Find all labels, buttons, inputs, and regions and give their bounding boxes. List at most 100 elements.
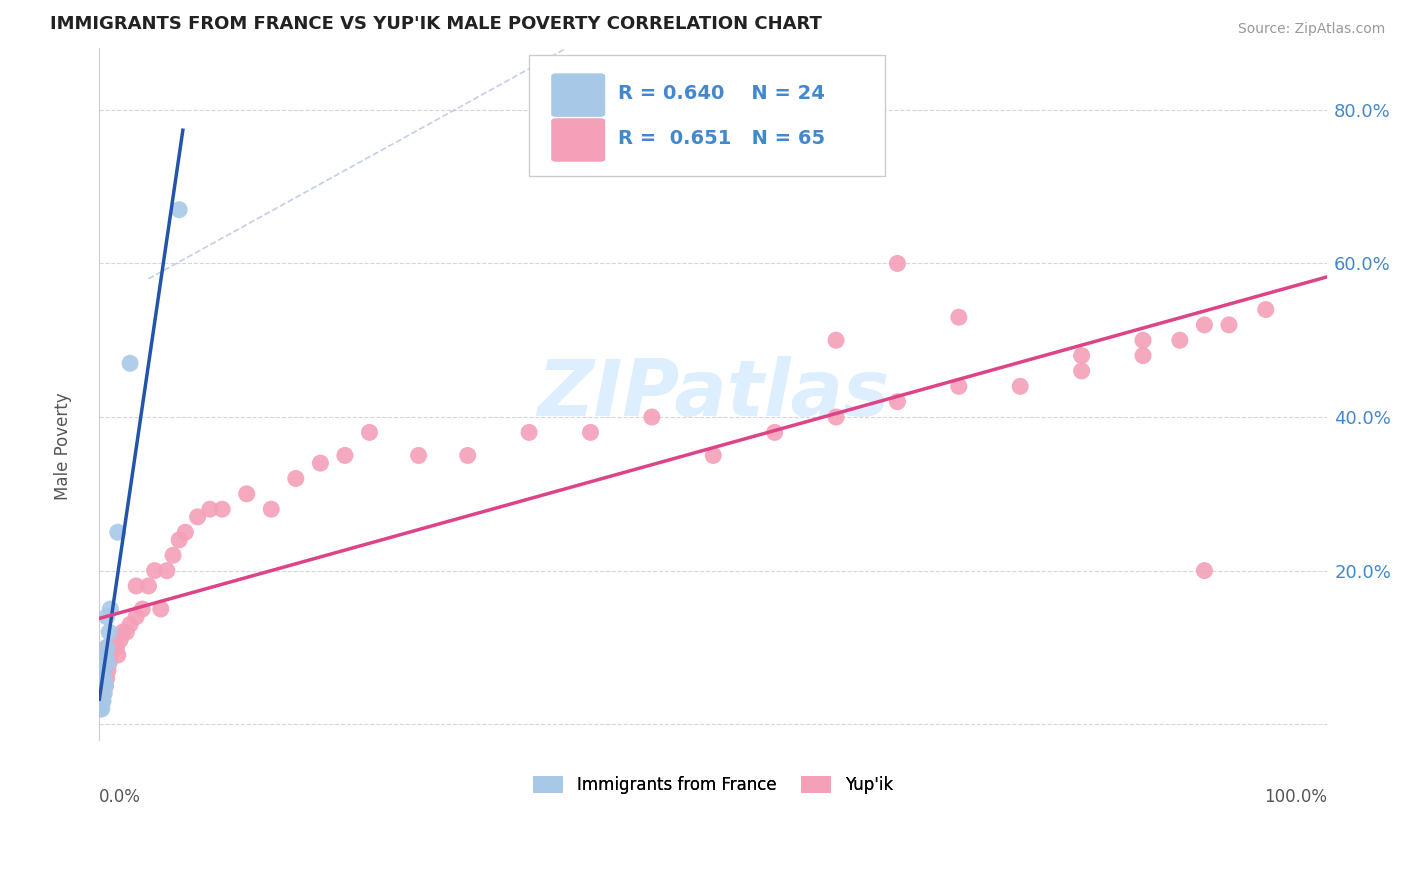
Point <box>125 579 148 593</box>
Text: IMMIGRANTS FROM FRANCE VS YUP'IK MALE POVERTY CORRELATION CHART: IMMIGRANTS FROM FRANCE VS YUP'IK MALE PO… <box>51 15 823 33</box>
Point <box>93 671 115 685</box>
Point <box>162 548 184 562</box>
Point <box>94 679 117 693</box>
Point <box>211 502 233 516</box>
Point <box>90 679 112 693</box>
Point <box>579 425 602 440</box>
Point <box>702 449 724 463</box>
Point <box>167 202 190 217</box>
Point <box>948 379 970 393</box>
Text: Male Poverty: Male Poverty <box>55 392 72 500</box>
Point <box>90 702 112 716</box>
Point <box>111 625 134 640</box>
Point <box>91 694 114 708</box>
Point <box>156 564 179 578</box>
Point <box>110 632 132 647</box>
Point <box>1254 302 1277 317</box>
Point <box>408 449 430 463</box>
Point <box>96 640 118 655</box>
Point <box>93 656 115 670</box>
Point <box>359 425 381 440</box>
Point <box>167 533 190 547</box>
Point <box>97 656 120 670</box>
FancyBboxPatch shape <box>551 73 605 117</box>
FancyBboxPatch shape <box>551 119 605 161</box>
Point <box>125 609 148 624</box>
Point <box>1070 364 1092 378</box>
Point <box>90 694 112 708</box>
Point <box>120 356 142 370</box>
Point <box>103 640 125 655</box>
Point <box>105 640 128 655</box>
Point <box>96 671 118 685</box>
Point <box>120 617 142 632</box>
Point <box>90 702 112 716</box>
Point <box>98 625 121 640</box>
Point <box>115 625 138 640</box>
Point <box>1194 318 1216 332</box>
Point <box>260 502 283 516</box>
Text: ZIPatlas: ZIPatlas <box>537 356 890 432</box>
Point <box>187 509 209 524</box>
Point <box>100 602 122 616</box>
Point <box>333 449 356 463</box>
Point <box>1132 349 1154 363</box>
Point <box>1218 318 1240 332</box>
Point <box>89 702 111 716</box>
Point <box>90 679 112 693</box>
Text: 100.0%: 100.0% <box>1264 788 1327 806</box>
Point <box>90 694 112 708</box>
Text: Source: ZipAtlas.com: Source: ZipAtlas.com <box>1237 22 1385 37</box>
Point <box>1010 379 1032 393</box>
Point <box>131 602 153 616</box>
Point <box>94 679 117 693</box>
Point <box>91 686 114 700</box>
Point <box>100 648 122 662</box>
Point <box>91 664 114 678</box>
Point <box>138 579 160 593</box>
Point <box>1194 564 1216 578</box>
Point <box>94 648 117 662</box>
Point <box>825 410 848 425</box>
Legend: Immigrants from France, Yup'ik: Immigrants from France, Yup'ik <box>527 769 900 800</box>
Point <box>886 256 908 270</box>
Point <box>1132 333 1154 347</box>
Text: R =  0.651   N = 65: R = 0.651 N = 65 <box>617 128 825 148</box>
Point <box>93 656 115 670</box>
Point <box>143 564 166 578</box>
Point <box>1168 333 1191 347</box>
Point <box>96 640 118 655</box>
Point <box>235 487 257 501</box>
Point <box>93 679 115 693</box>
Point <box>97 664 120 678</box>
Point <box>93 686 115 700</box>
Point <box>90 664 112 678</box>
Point <box>94 648 117 662</box>
Point <box>174 525 197 540</box>
Point <box>948 310 970 325</box>
Point <box>90 671 112 685</box>
Text: R = 0.640    N = 24: R = 0.640 N = 24 <box>617 84 824 103</box>
Point <box>149 602 172 616</box>
Point <box>107 525 129 540</box>
Text: 0.0%: 0.0% <box>100 788 141 806</box>
Point <box>1070 349 1092 363</box>
Point <box>90 671 112 685</box>
Point <box>90 694 112 708</box>
Point <box>641 410 664 425</box>
Point <box>90 686 112 700</box>
Point <box>457 449 479 463</box>
Point <box>309 456 332 470</box>
Point <box>91 656 114 670</box>
Point <box>107 648 129 662</box>
Point <box>763 425 786 440</box>
Point <box>517 425 540 440</box>
Point <box>284 471 307 485</box>
Point <box>825 333 848 347</box>
FancyBboxPatch shape <box>529 55 886 177</box>
Point <box>100 640 122 655</box>
Point <box>98 656 121 670</box>
Point <box>96 609 118 624</box>
Point <box>91 679 114 693</box>
Point <box>198 502 221 516</box>
